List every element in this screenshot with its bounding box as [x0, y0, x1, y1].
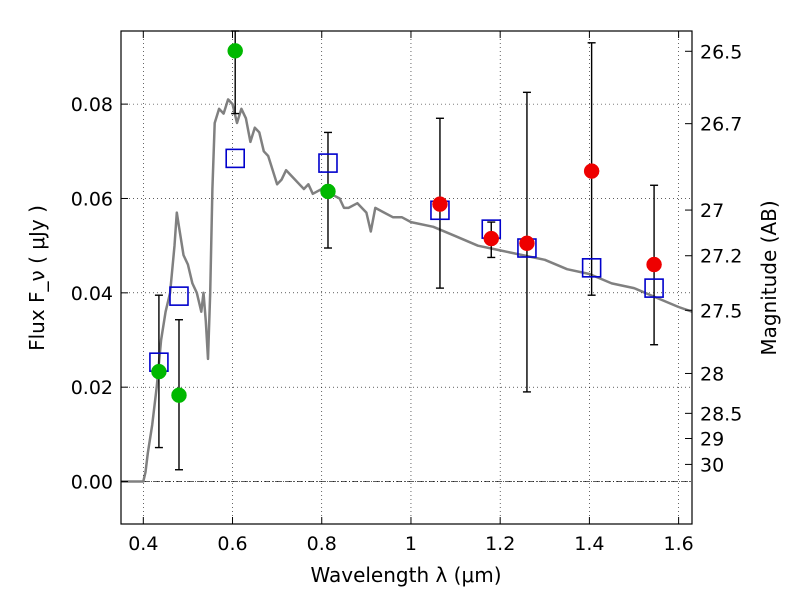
observed-flux-point [646, 256, 662, 273]
right-tick-label: 30 [700, 454, 724, 476]
right-tick-label: 26.5 [700, 41, 742, 63]
right-tick-label: 27.2 [700, 246, 742, 268]
y-axis-label: Flux F_ν ( μJy ) [25, 205, 49, 351]
y-tick-label: 0.00 [71, 472, 113, 494]
observed-flux-point [519, 235, 535, 252]
model-flux-square [581, 258, 602, 278]
right-tick-label: 28 [700, 363, 724, 385]
plot-frame [120, 30, 693, 525]
x-tick-label: 0.8 [307, 533, 337, 555]
x-tick-label: 0.6 [217, 533, 247, 555]
y-tick-label: 0.04 [71, 283, 113, 305]
y-tick-labels: 0.00 0.02 0.04 0.06 0.08 [71, 94, 113, 493]
x-tick-label: 0.4 [128, 533, 158, 555]
right-tick-label: 27.5 [700, 300, 742, 322]
x-tick-label: 1 [405, 533, 417, 555]
x-tick-label: 1.4 [574, 533, 604, 555]
right-tick-label: 28.5 [700, 403, 742, 425]
error-bars [154, 30, 659, 471]
y-tick-label: 0.02 [71, 377, 113, 399]
model-flux-square [225, 148, 245, 169]
x-tick-label: 1.6 [664, 533, 694, 555]
observed-flux-point [320, 183, 336, 200]
observed-flux-point [171, 387, 187, 403]
right-tick-label: 29 [700, 429, 724, 451]
right-tick-label: 27 [700, 200, 724, 222]
y-tick-label: 0.08 [71, 94, 113, 116]
x-axis-label: Wavelength λ (μm) [310, 563, 501, 587]
model-flux-square [318, 153, 338, 173]
right-tick-labels: 26.5 26.7 27 27.2 27.5 28 28.5 29 30 [700, 41, 742, 476]
observed-flux-point [432, 196, 448, 212]
observed-flux-point [483, 230, 500, 247]
observed-photometry [151, 43, 662, 403]
model-photometry [149, 148, 664, 372]
x-tick-labels: 0.4 0.6 0.8 1 1.2 1.4 1.6 [128, 533, 694, 555]
y-tick-label: 0.06 [71, 188, 113, 210]
observed-flux-point [151, 363, 167, 380]
right-axis-label: Magnitude (AB) [757, 200, 781, 355]
observed-flux-point [227, 43, 243, 59]
axis-ticks [121, 31, 692, 524]
x-tick-label: 1.2 [485, 533, 515, 555]
right-tick-label: 26.7 [700, 114, 742, 136]
spectrum-line [121, 98, 693, 483]
grid [121, 31, 692, 524]
observed-flux-point [583, 163, 600, 179]
template-spectrum [121, 98, 693, 483]
model-flux-square [644, 278, 664, 298]
model-flux-square [169, 286, 189, 306]
